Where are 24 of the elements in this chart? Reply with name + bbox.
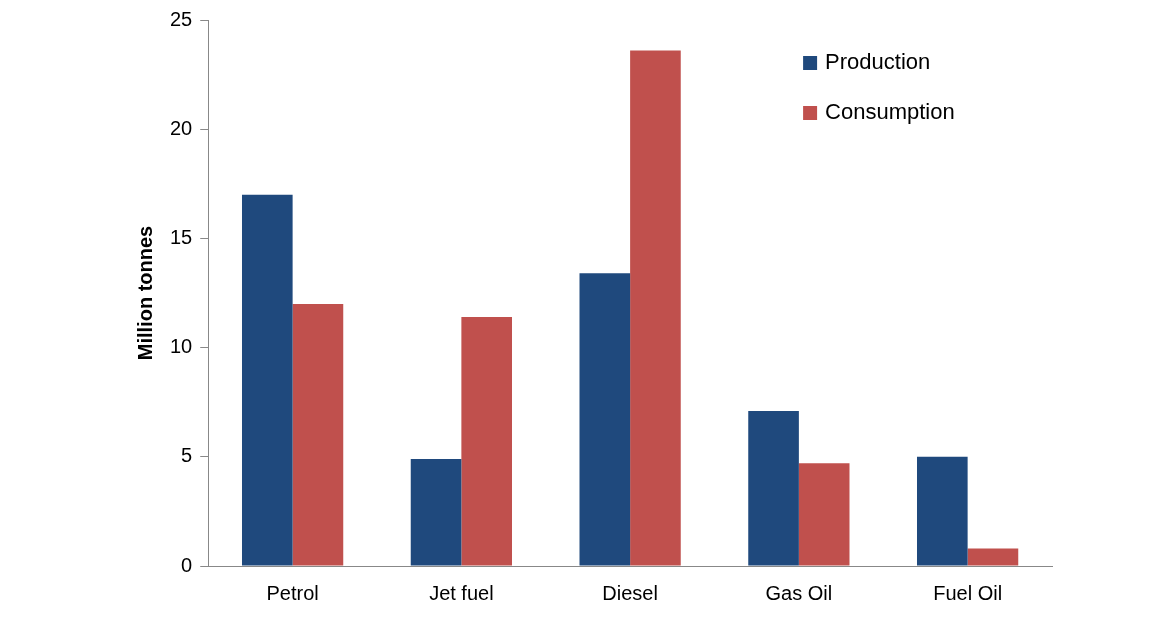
x-tick-label: Gas Oil xyxy=(765,581,833,604)
x-tick-label: Diesel xyxy=(602,581,658,604)
y-tick-label: 0 xyxy=(181,553,193,576)
x-tick-label: Fuel Oil xyxy=(933,581,1003,604)
y-tick-label: 20 xyxy=(170,116,193,139)
bar xyxy=(630,50,681,566)
bar xyxy=(798,463,850,566)
bar xyxy=(579,273,631,566)
x-tick-label: Petrol xyxy=(266,581,319,604)
bar xyxy=(917,456,968,566)
legend-label: Consumption xyxy=(825,99,955,125)
bar xyxy=(292,303,344,566)
y-axis-title: Million tonnes xyxy=(133,225,156,361)
bar xyxy=(410,458,462,566)
bar xyxy=(967,548,1019,566)
y-tick-label: 25 xyxy=(170,7,193,30)
bar xyxy=(748,410,799,566)
bar xyxy=(461,317,512,566)
x-tick-label: Jet fuel xyxy=(429,581,494,604)
y-tick-label: 15 xyxy=(170,225,193,248)
legend-label: Production xyxy=(825,49,931,75)
y-tick-label: 5 xyxy=(181,444,193,467)
bar xyxy=(242,194,293,566)
y-tick-label: 10 xyxy=(170,335,193,358)
